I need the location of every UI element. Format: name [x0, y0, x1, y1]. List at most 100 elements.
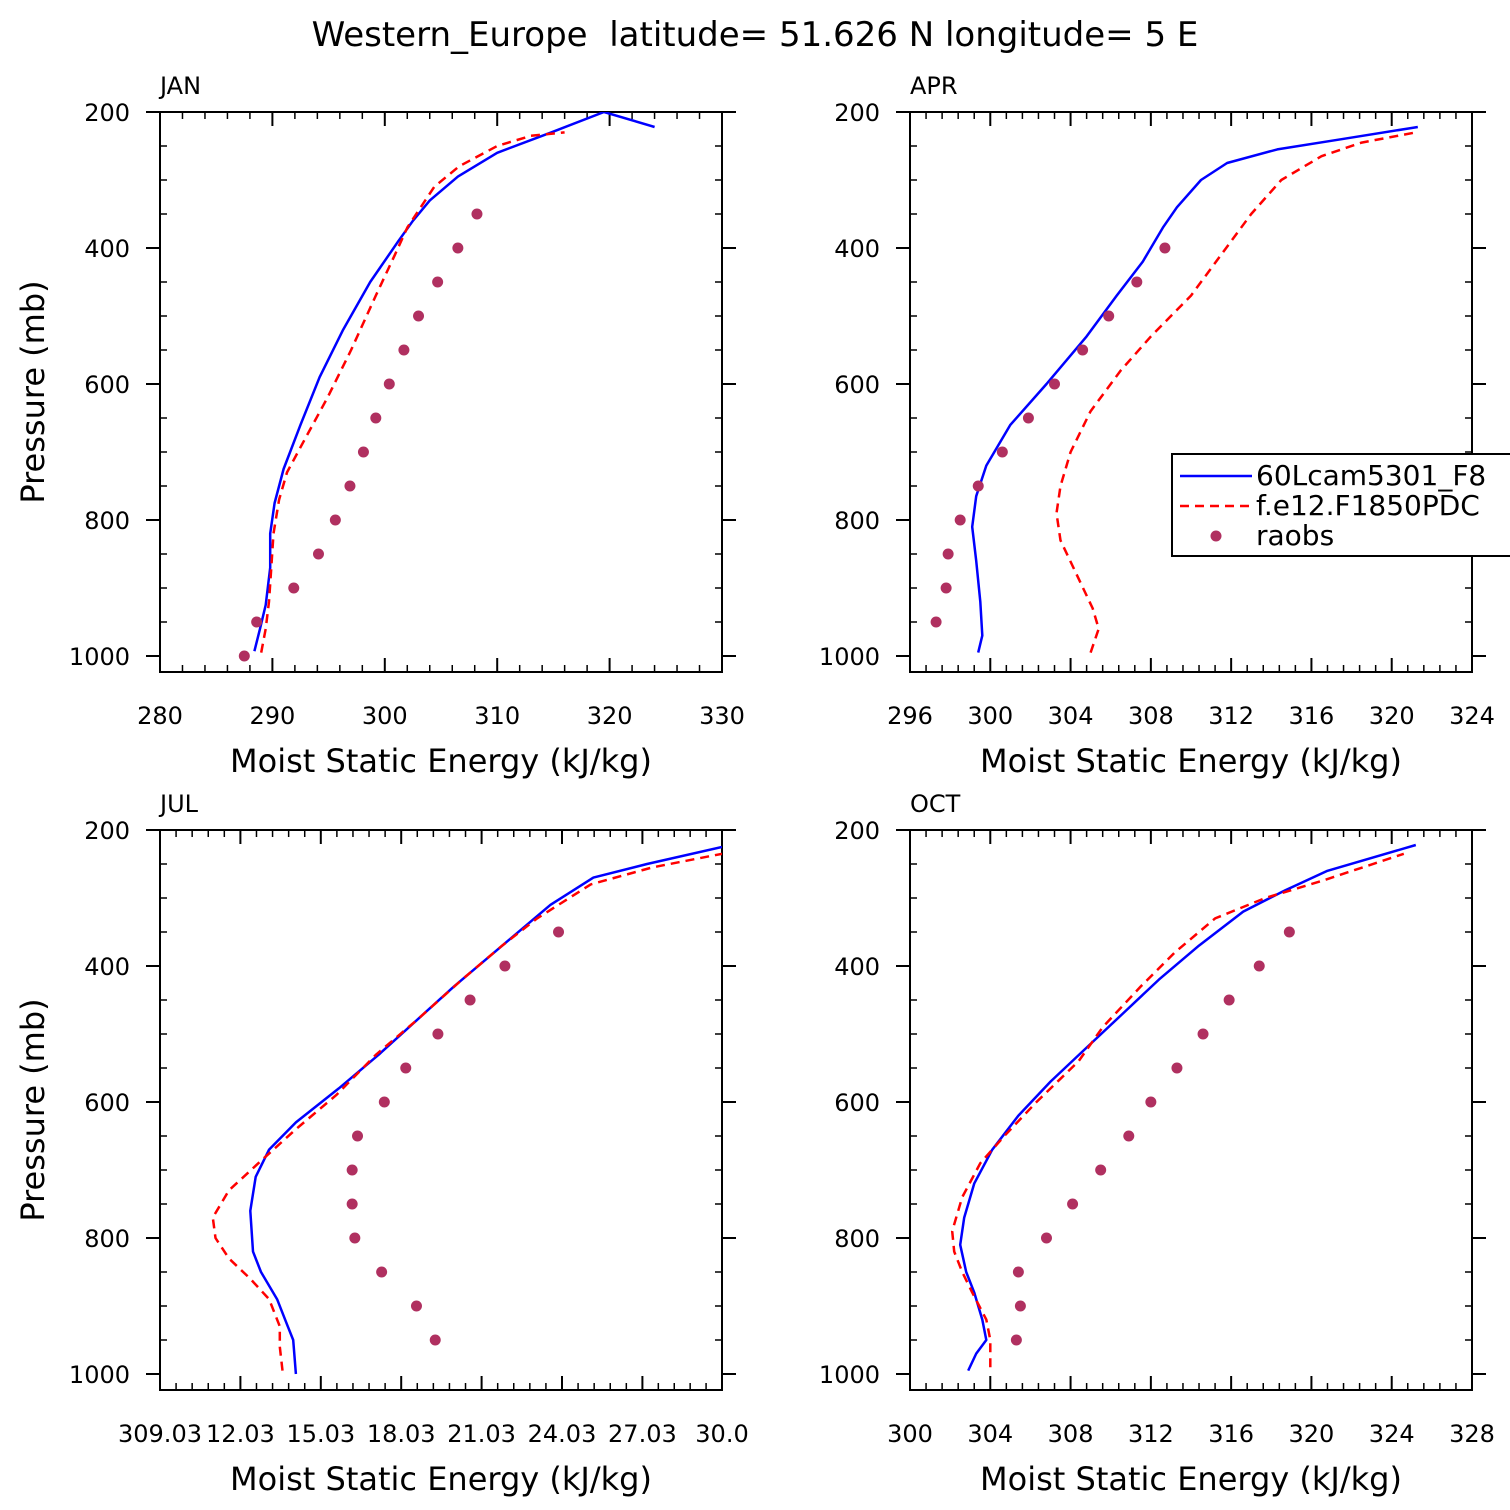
x-tick-label: 316: [1208, 1420, 1254, 1448]
raobs-point: [940, 582, 952, 594]
plot-frame: [159, 829, 723, 1391]
raobs-point: [1123, 1130, 1135, 1142]
y-tick-label: 200: [834, 817, 880, 845]
x-tick-label: 320: [1369, 702, 1415, 730]
y-tick-label: 200: [84, 99, 130, 127]
raobs-point: [329, 514, 341, 526]
raobs-point: [1103, 310, 1115, 322]
y-tick-label: 1000: [819, 643, 880, 671]
raobs-point: [410, 1300, 422, 1312]
y-tick-label: 800: [834, 1225, 880, 1253]
raobs-point: [471, 208, 483, 220]
x-tick-label: 300: [967, 702, 1013, 730]
series-line-model2: [1055, 131, 1417, 654]
raobs-point: [1077, 344, 1089, 356]
y-tick-label: 600: [84, 371, 130, 399]
series-line-model1: [249, 845, 722, 1375]
x-tick-label: 320: [1289, 1420, 1335, 1448]
raobs-point: [398, 344, 410, 356]
y-tick-label: 600: [834, 371, 880, 399]
raobs-point: [370, 412, 382, 424]
x-tick-label: 320: [587, 702, 633, 730]
raobs-point: [1010, 1334, 1022, 1346]
series-line-model2: [950, 852, 1405, 1368]
raobs-point: [452, 242, 464, 254]
data-layer: [950, 843, 1417, 1372]
panel-jan: JAN 280 290 300 310 320 330 200 400 600 800 1000 Moi…: [14, 72, 745, 780]
x-tick-label: 30.0: [695, 1420, 748, 1448]
data-layer: [211, 845, 722, 1375]
raobs-point: [1067, 1198, 1079, 1210]
x-tick-label: 27.03: [608, 1420, 677, 1448]
x-axis-title: Moist Static Energy (kJ/kg): [980, 742, 1402, 780]
x-tick-label: 316: [1289, 702, 1335, 730]
data-layer: [238, 112, 655, 662]
raobs-point: [251, 616, 263, 628]
x-tick-label: 304: [967, 1420, 1013, 1448]
raobs-point: [238, 650, 250, 662]
plot-frame: [909, 829, 1473, 1391]
raobs-point: [553, 926, 565, 938]
raobs-point: [1049, 378, 1061, 390]
x-tick-label: 24.03: [528, 1420, 597, 1448]
y-tick-label: 400: [834, 235, 880, 263]
y-tick-label: 200: [84, 817, 130, 845]
panel-label: JAN: [158, 72, 201, 100]
raobs-point: [1145, 1096, 1157, 1108]
panels: JAN 280 290 300 310 320 330 200 400 600 800 1000 Moi…: [14, 72, 1510, 1498]
panel-jul: JUL 309.03 12.03 15.03 18.03 21.03 24.03 27.03 3…: [14, 790, 749, 1498]
x-tick-label: 328: [1449, 1420, 1495, 1448]
x-tick-label: 324: [1369, 1420, 1415, 1448]
legend-label: raobs: [1256, 519, 1334, 552]
x-tick-label: 300: [362, 702, 408, 730]
series-line-model2: [259, 131, 565, 653]
y-tick-label: 800: [84, 507, 130, 535]
raobs-point: [344, 480, 356, 492]
raobs-point: [1014, 1300, 1026, 1312]
x-tick-label: 310: [474, 702, 520, 730]
x-axis-title: Moist Static Energy (kJ/kg): [980, 1460, 1402, 1498]
raobs-point: [400, 1062, 412, 1074]
raobs-point: [499, 960, 511, 972]
raobs-point: [1171, 1062, 1183, 1074]
panel-label: APR: [910, 72, 958, 100]
series-line-model1: [253, 112, 655, 652]
raobs-point: [1040, 1232, 1052, 1244]
raobs-point: [413, 310, 425, 322]
y-tick-label: 200: [834, 99, 880, 127]
y-tick-label: 1000: [819, 1361, 880, 1389]
raobs-point: [288, 582, 300, 594]
y-axis-title: Pressure (mb): [14, 998, 52, 1221]
raobs-point: [432, 276, 444, 288]
series-line-model2: [211, 852, 722, 1371]
panel-oct: OCT 300 304 308 312 316 320 324 328 200 400 600 800 1…: [819, 790, 1495, 1498]
x-tick-label: 18.03: [367, 1420, 436, 1448]
raobs-point: [357, 446, 369, 458]
raobs-point: [376, 1266, 388, 1278]
series-line-model1: [958, 843, 1417, 1372]
y-axis-title: Pressure (mb): [14, 280, 52, 503]
raobs-point: [1012, 1266, 1024, 1278]
x-tick-label: 308: [1128, 702, 1174, 730]
legend-swatch-marker: [1210, 530, 1222, 542]
x-axis-title: Moist Static Energy (kJ/kg): [230, 742, 652, 780]
panel-label: OCT: [910, 790, 961, 818]
x-tick-label: 280: [137, 702, 183, 730]
x-tick-label: 312: [1128, 1420, 1174, 1448]
y-tick-label: 600: [834, 1089, 880, 1117]
x-tick-label: 21.03: [447, 1420, 516, 1448]
x-tick-label: 304: [1048, 702, 1094, 730]
legend-label: f.e12.F1850PDC: [1256, 489, 1480, 522]
y-tick-label: 1000: [69, 643, 130, 671]
panel-apr: APR 296 300 304 308 312 316 320 324 200 400 600 800 1…: [819, 72, 1495, 780]
x-tick-label: 324: [1449, 702, 1495, 730]
raobs-point: [1253, 960, 1265, 972]
raobs-point: [346, 1164, 358, 1176]
raobs-point: [1095, 1164, 1107, 1176]
x-tick-label: 308: [1048, 1420, 1094, 1448]
y-tick-label: 400: [84, 235, 130, 263]
raobs-point: [378, 1096, 390, 1108]
raobs-point: [942, 548, 954, 560]
